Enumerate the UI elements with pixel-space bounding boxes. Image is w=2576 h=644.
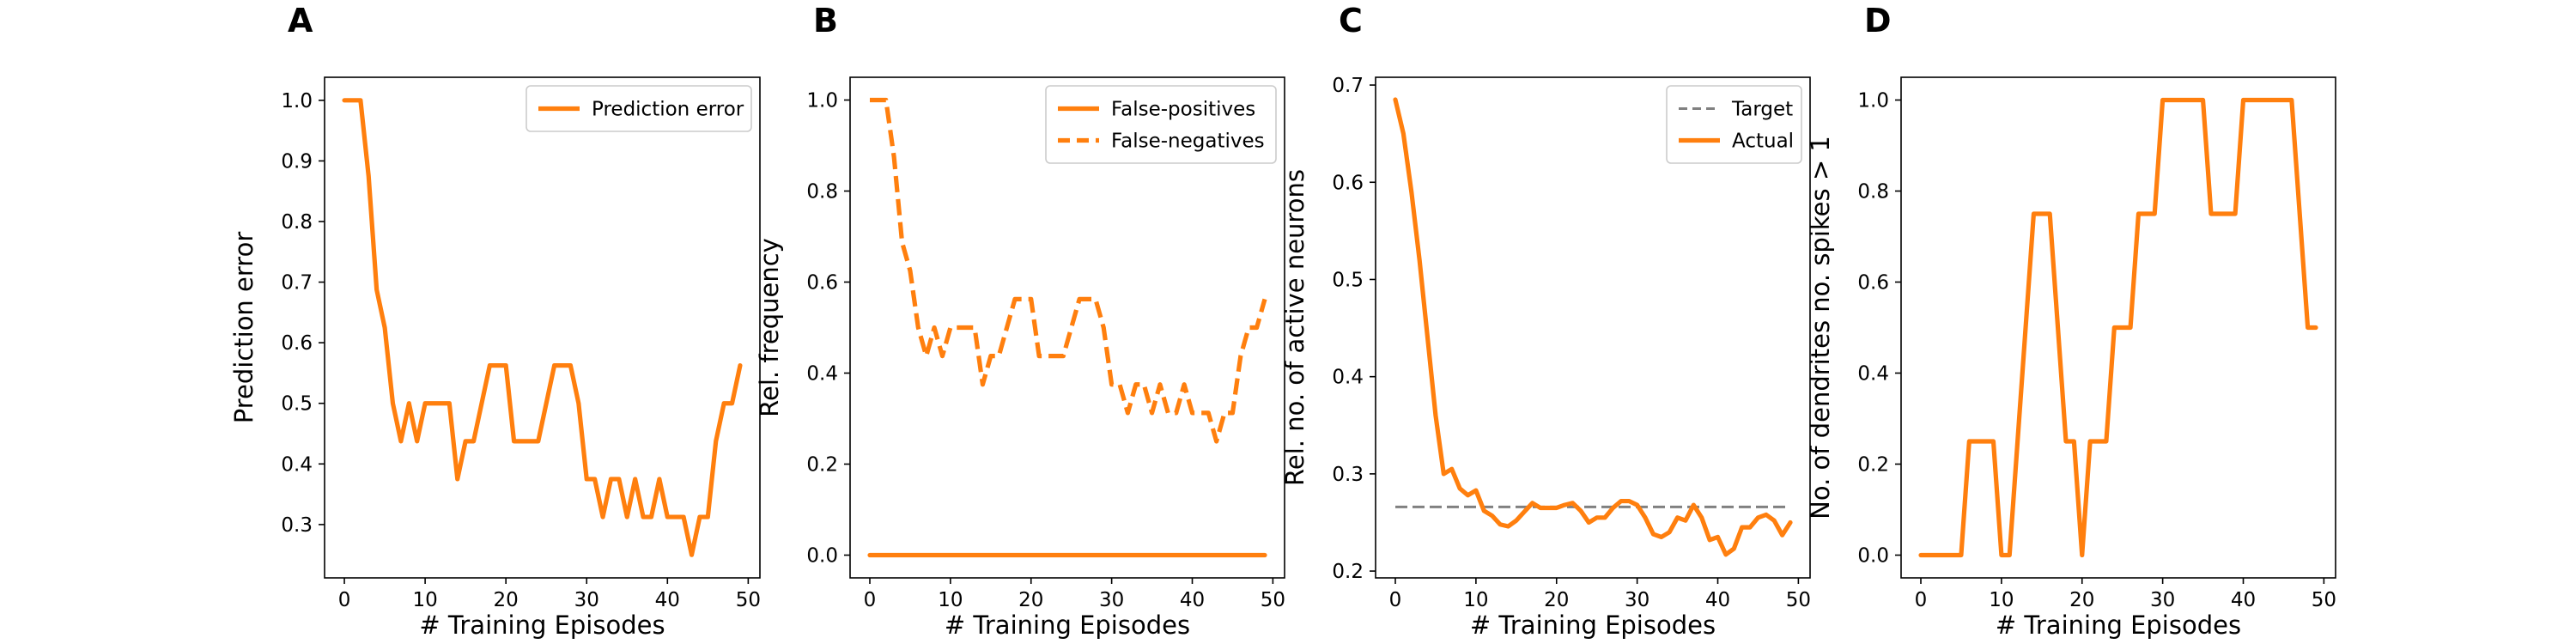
x-axis-label: # Training Episodes — [1470, 611, 1716, 640]
y-tick-label: 0.3 — [281, 514, 313, 537]
axes-frame — [1900, 76, 2336, 579]
x-axis-ticks: 0 10 20 30 40 50 — [1915, 578, 2336, 611]
y-tick-label: 0.8 — [806, 181, 838, 204]
y-axis-label: Rel. no. of active neurons — [1280, 169, 1309, 486]
y-tick-label: 1.0 — [806, 90, 838, 112]
legend-box — [1045, 85, 1277, 164]
legend-box — [526, 85, 752, 132]
y-axis-label: Rel. frequency — [755, 238, 784, 417]
x-tick-label: 10 — [938, 589, 963, 611]
x-tick-label: 20 — [494, 589, 519, 611]
x-tick-label: 30 — [1625, 589, 1649, 611]
legend: Target Actual — [1666, 85, 1802, 164]
y-axis-ticks: 0.3 0.4 0.5 0.6 0.7 0.8 0.9 1.0 — [281, 90, 325, 537]
panel-c: C 0 10 20 30 40 50 0.2 0.3 0.4 0.5 0.6 0.7 # Training… — [1280, 2, 1811, 640]
x-tick-label: 10 — [412, 589, 437, 611]
axes-frame — [849, 76, 1285, 579]
y-tick-label: 1.0 — [1857, 90, 1889, 112]
y-tick-label: 0.6 — [1857, 272, 1889, 295]
x-tick-label: 20 — [1544, 589, 1569, 611]
x-tick-label: 30 — [574, 589, 599, 611]
y-tick-label: 0.3 — [1332, 464, 1364, 486]
y-tick-label: 0.0 — [1857, 545, 1889, 568]
series-lines — [1393, 97, 1793, 557]
y-tick-label: 0.7 — [1332, 75, 1364, 97]
x-tick-label: 30 — [1099, 589, 1124, 611]
series-line-prediction-error — [342, 98, 743, 557]
x-tick-label: 50 — [1261, 589, 1285, 611]
y-tick-label: 0.6 — [806, 272, 838, 295]
x-tick-label: 30 — [2150, 589, 2175, 611]
series-line-actual — [1393, 97, 1793, 557]
y-tick-label: 0.4 — [1332, 367, 1364, 389]
series-lines — [342, 98, 743, 557]
x-tick-label: 0 — [1389, 589, 1402, 611]
legend-label: False-negatives — [1111, 131, 1265, 153]
axes-frame — [1375, 76, 1811, 579]
y-tick-label: 0.4 — [281, 453, 313, 476]
series-line-false-negatives — [870, 97, 1267, 444]
x-tick-label: 10 — [1989, 589, 2014, 611]
y-tick-label: 0.8 — [281, 211, 313, 234]
panel-label-b: B — [813, 2, 838, 39]
x-tick-label: 40 — [655, 589, 680, 611]
panel-label-c: C — [1339, 2, 1363, 39]
y-axis-ticks: 0.0 0.2 0.4 0.6 0.8 1.0 — [1857, 90, 1901, 568]
panel-a: A 0 10 20 30 40 50 0.3 0.4 0.5 0.6 0.7 0.8 0.9 1.0 # Tr… — [229, 2, 761, 640]
x-tick-label: 0 — [1915, 589, 1928, 611]
y-tick-label: 0.4 — [806, 363, 838, 386]
x-tick-label: 10 — [1463, 589, 1488, 611]
axes-frame — [324, 76, 761, 579]
x-axis-ticks: 0 10 20 30 40 50 — [338, 578, 761, 611]
x-tick-label: 20 — [1018, 589, 1043, 611]
x-tick-label: 20 — [2069, 589, 2094, 611]
y-tick-label: 0.4 — [1857, 363, 1889, 386]
x-axis-label: # Training Episodes — [945, 611, 1190, 640]
y-tick-label: 1.0 — [281, 90, 313, 112]
panel-label-a: A — [288, 2, 313, 39]
x-axis-label: # Training Episodes — [1996, 611, 2241, 640]
y-tick-label: 0.8 — [1857, 181, 1889, 204]
x-tick-label: 50 — [1786, 589, 1811, 611]
y-tick-label: 0.0 — [806, 545, 838, 568]
y-tick-label: 0.2 — [806, 454, 838, 477]
y-axis-ticks: 0.2 0.3 0.4 0.5 0.6 0.7 — [1332, 75, 1376, 583]
y-tick-label: 0.5 — [281, 393, 313, 416]
y-axis-ticks: 0.0 0.2 0.4 0.6 0.8 1.0 — [806, 90, 850, 568]
y-tick-label: 0.2 — [1857, 454, 1889, 477]
panel-b: B 0 10 20 30 40 50 0.0 0.2 0.4 0.6 0.8 1.0 # Training… — [755, 2, 1285, 640]
x-tick-label: 50 — [2312, 589, 2336, 611]
series-lines — [1918, 97, 2318, 558]
x-tick-label: 40 — [2231, 589, 2256, 611]
x-axis-label: # Training Episodes — [419, 611, 665, 640]
x-tick-label: 50 — [736, 589, 761, 611]
y-axis-label: Prediction error — [229, 232, 258, 424]
x-tick-label: 40 — [1705, 589, 1730, 611]
legend-box — [1666, 85, 1802, 164]
y-axis-label: No. of dendrites no. spikes > 1 — [1806, 136, 1835, 519]
y-tick-label: 0.2 — [1332, 561, 1364, 583]
x-tick-label: 0 — [338, 589, 351, 611]
y-tick-label: 0.7 — [281, 272, 313, 295]
y-tick-label: 0.6 — [1332, 172, 1364, 194]
x-axis-ticks: 0 10 20 30 40 50 — [1389, 578, 1811, 611]
y-tick-label: 0.6 — [281, 332, 313, 355]
legend-label: Prediction error — [592, 99, 744, 121]
legend-label: Target — [1731, 99, 1793, 121]
legend: False-positives False-negatives — [1045, 85, 1277, 164]
series-line-series-0 — [1918, 97, 2318, 558]
legend-label: False-positives — [1111, 99, 1255, 121]
series-lines — [867, 97, 1267, 558]
legend-label: Actual — [1732, 131, 1794, 153]
y-tick-label: 0.5 — [1332, 269, 1364, 291]
x-tick-label: 0 — [864, 589, 877, 611]
legend: Prediction error — [526, 85, 752, 132]
panel-label-d: D — [1864, 2, 1892, 39]
x-axis-ticks: 0 10 20 30 40 50 — [864, 578, 1285, 611]
x-tick-label: 40 — [1180, 589, 1205, 611]
panel-d: D 0 10 20 30 40 50 0.0 0.2 0.4 0.6 0.8 1.0 # Training… — [1806, 2, 2336, 640]
y-tick-label: 0.9 — [281, 150, 313, 173]
